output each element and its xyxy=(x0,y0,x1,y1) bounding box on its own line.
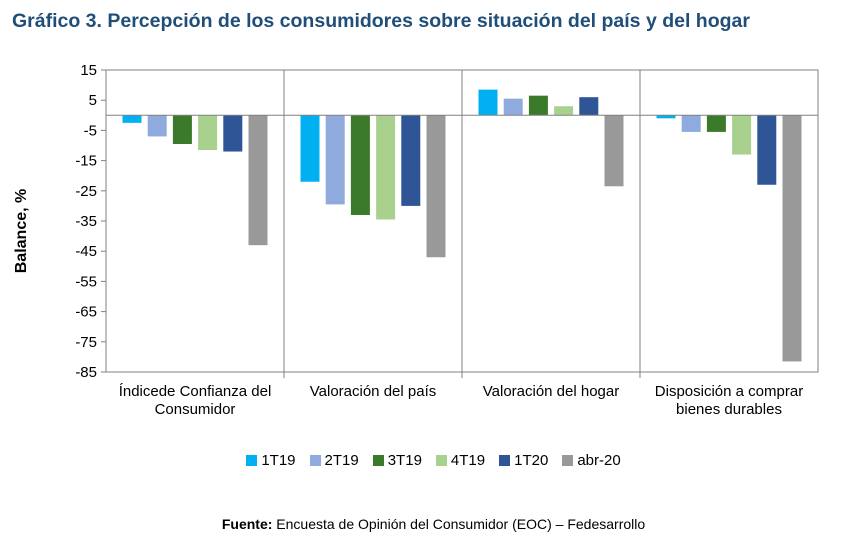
bar-3t19-cat4 xyxy=(706,115,726,132)
bar-1t19-cat2 xyxy=(300,115,320,182)
category-label: Valoración del hogar xyxy=(483,383,619,400)
bar-abr-20-cat4 xyxy=(782,115,802,362)
bar-1t20-cat2 xyxy=(401,115,421,206)
y-tick-label: -55 xyxy=(75,273,97,290)
source-label: Fuente: xyxy=(221,516,273,532)
category-label: Disposición a comprar xyxy=(655,383,803,400)
y-tick-label: -15 xyxy=(75,153,97,170)
bar-4t19-cat4 xyxy=(732,115,752,155)
legend-item-abr-20: abr-20 xyxy=(562,452,621,469)
bar-2t19-cat2 xyxy=(325,115,345,205)
bar-2t19-cat4 xyxy=(681,115,701,132)
category-label: Consumidor xyxy=(155,401,236,418)
legend-item-1t20: 1T20 xyxy=(499,452,548,469)
bar-3t19-cat2 xyxy=(350,115,370,215)
bar-abr-20-cat2 xyxy=(426,115,446,258)
category-label: Índicede Confianza del xyxy=(119,383,272,400)
bar-3t19-cat1 xyxy=(172,115,192,144)
legend-item-1t19: 1T19 xyxy=(246,452,296,469)
legend-swatch xyxy=(372,455,384,466)
legend-label: 3T19 xyxy=(387,452,422,469)
bar-1t19-cat3 xyxy=(478,89,498,116)
y-tick-label: -85 xyxy=(75,364,97,381)
legend-swatch xyxy=(562,455,574,466)
bar-1t20-cat1 xyxy=(223,115,243,152)
bar-1t19-cat4 xyxy=(656,115,676,119)
legend-label: 1T20 xyxy=(514,452,549,469)
legend-label: abr-20 xyxy=(577,452,621,469)
y-tick-label: -25 xyxy=(75,183,97,200)
legend-label: 1T19 xyxy=(261,452,296,469)
chart-legend: 1T19 2T19 3T19 4T19 1T20 abr-20 xyxy=(0,452,867,469)
legend-swatch xyxy=(309,455,321,466)
y-tick-label: -65 xyxy=(75,304,97,321)
y-tick-label: 5 xyxy=(89,92,97,109)
bar-1t19-cat1 xyxy=(122,115,142,123)
legend-item-4t19: 4T19 xyxy=(435,452,486,469)
bar-1t20-cat4 xyxy=(757,115,777,185)
legend-label: 2T19 xyxy=(324,452,359,469)
y-tick-label: -5 xyxy=(84,122,97,139)
bar-4t19-cat3 xyxy=(554,106,574,116)
category-label: Valoración del país xyxy=(310,383,436,400)
bar-abr-20-cat3 xyxy=(604,115,624,187)
legend-swatch xyxy=(246,455,258,466)
y-tick-label: -75 xyxy=(75,334,97,351)
legend-swatch xyxy=(435,455,447,466)
bar-abr-20-cat1 xyxy=(248,115,268,246)
bar-4t19-cat2 xyxy=(376,115,396,220)
legend-item-2t19: 2T19 xyxy=(309,452,359,469)
bar-3t19-cat3 xyxy=(528,95,548,116)
y-tick-label: 15 xyxy=(80,62,97,79)
chart-title: Gráfico 3. Percepción de los consumidore… xyxy=(12,10,750,32)
legend-swatch xyxy=(499,455,511,466)
legend-item-3t19: 3T19 xyxy=(372,452,422,469)
bar-2t19-cat3 xyxy=(503,98,523,116)
y-tick-label: -35 xyxy=(75,213,97,230)
source-note: Fuente: Encuesta de Opinión del Consumid… xyxy=(0,516,867,532)
source-text: Encuesta de Opinión del Consumidor (EOC)… xyxy=(272,516,646,532)
bar-2t19-cat1 xyxy=(147,115,167,137)
legend-label: 4T19 xyxy=(450,452,486,469)
bar-1t20-cat3 xyxy=(579,97,599,116)
y-tick-label: -45 xyxy=(75,243,97,260)
category-label: bienes durables xyxy=(676,401,782,418)
bar-4t19-cat1 xyxy=(198,115,218,151)
